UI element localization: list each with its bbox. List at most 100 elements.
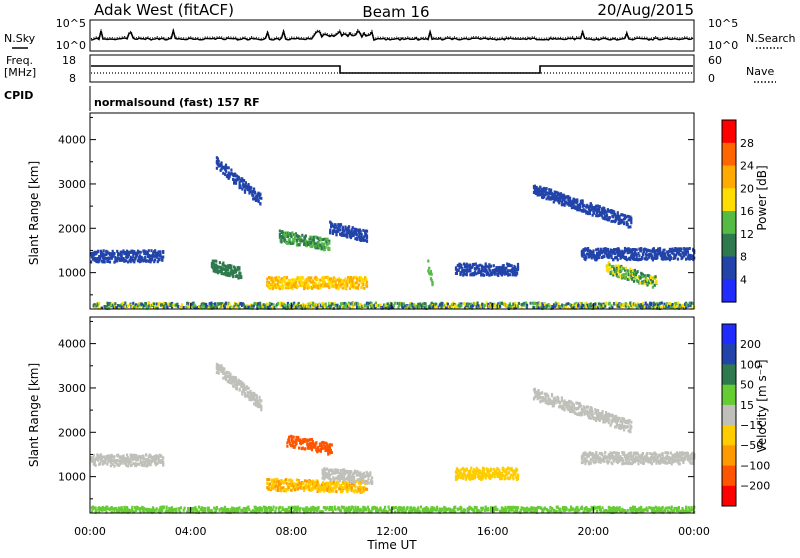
power-cell — [325, 303, 327, 306]
velocity-cell — [311, 448, 313, 451]
power-cell — [220, 162, 222, 165]
power-cell — [640, 247, 642, 250]
power-cell — [477, 302, 479, 305]
power-cell — [305, 234, 307, 237]
power-cell — [222, 262, 224, 265]
power-colorbar-swatch — [722, 166, 736, 189]
power-cell — [605, 302, 607, 305]
power-cell — [127, 304, 129, 307]
noise-top-tick-right: 10^5 — [708, 17, 738, 30]
velocity-cell — [295, 442, 297, 445]
cpid-panel: CPID normalsound (fast) 157 RF — [4, 86, 260, 111]
power-cell — [663, 249, 665, 252]
velocity-cell — [623, 429, 625, 432]
velocity-cell — [256, 397, 258, 400]
power-cell — [181, 303, 183, 306]
power-colorbar-tick: 24 — [740, 160, 754, 173]
power-cell — [361, 234, 363, 237]
power-cell — [564, 196, 566, 199]
velocity-cell — [584, 462, 586, 465]
power-cell — [499, 305, 501, 308]
power-cell — [394, 302, 396, 305]
power-cell — [516, 272, 518, 275]
power-cell — [517, 266, 519, 269]
power-ytick-label: 4000 — [58, 134, 86, 147]
power-cell — [282, 286, 284, 289]
velocity-cell — [323, 442, 325, 445]
power-cell — [681, 247, 683, 250]
power-cell — [297, 285, 299, 288]
power-cell — [329, 229, 331, 232]
power-cell — [530, 302, 532, 305]
power-cell — [352, 279, 354, 282]
velocity-cell — [142, 455, 144, 458]
power-cell — [366, 237, 368, 240]
power-cell — [228, 302, 230, 305]
power-cell — [277, 302, 279, 305]
velocity-cell — [315, 442, 317, 445]
power-cell — [362, 283, 364, 286]
power-cell — [619, 273, 621, 276]
power-cell — [339, 228, 341, 231]
velocity-cell — [277, 489, 279, 492]
velocity-cell — [248, 387, 250, 390]
power-cell — [517, 263, 519, 266]
velocity-cell — [127, 465, 129, 468]
power-cell — [252, 194, 254, 197]
velocity-cell — [474, 476, 476, 479]
power-cell — [109, 261, 111, 264]
velocity-cell — [512, 477, 514, 480]
power-cell — [625, 267, 627, 270]
power-colorbar-swatch — [722, 211, 736, 234]
power-cell — [511, 264, 513, 267]
velocity-cell — [516, 468, 518, 471]
power-cell — [340, 223, 342, 226]
power-cell — [218, 160, 220, 163]
power-cell — [597, 248, 599, 251]
power-cell — [144, 256, 146, 259]
power-cell — [627, 223, 629, 226]
power-cell — [121, 253, 123, 256]
power-cell — [687, 251, 689, 254]
power-cell — [357, 287, 359, 290]
velocity-cell — [162, 456, 164, 459]
velocity-cell — [320, 450, 322, 453]
power-cell — [366, 285, 368, 288]
velocity-cell — [260, 405, 262, 408]
power-cell — [230, 265, 232, 268]
power-cell — [328, 247, 330, 250]
nsky-label: N.Sky — [4, 32, 36, 45]
power-cell — [526, 304, 528, 307]
power-cell — [278, 276, 280, 279]
power-cell — [603, 255, 605, 258]
power-cell — [582, 199, 584, 202]
velocity-cell — [629, 430, 631, 433]
velocity-cell — [590, 462, 592, 465]
velocity-cell — [126, 454, 128, 457]
power-cell — [132, 302, 134, 305]
power-cell — [335, 233, 337, 236]
power-cell — [617, 211, 619, 214]
power-ytick-label: 3000 — [58, 178, 86, 191]
power-marks — [90, 156, 695, 310]
power-cell — [244, 191, 246, 194]
power-cell — [258, 200, 260, 203]
frequency-panel: Freq. [MHz] 18 8 60 0 Nave — [4, 54, 776, 85]
velocity-cell — [243, 384, 245, 387]
power-cell — [346, 284, 348, 287]
velocity-cell — [248, 398, 250, 401]
velocity-marks — [90, 363, 695, 514]
velocity-cell — [490, 469, 492, 472]
power-cell — [539, 302, 541, 305]
velocity-cell — [99, 462, 101, 465]
velocity-cell — [608, 421, 610, 424]
power-cell — [259, 202, 261, 205]
freq-bottom-tick: 8 — [69, 72, 76, 85]
power-colorbar-swatch — [722, 257, 736, 280]
velocity-cell — [248, 395, 250, 398]
velocity-cell — [241, 393, 243, 396]
velocity-cell — [371, 480, 373, 483]
power-cell — [154, 258, 156, 261]
